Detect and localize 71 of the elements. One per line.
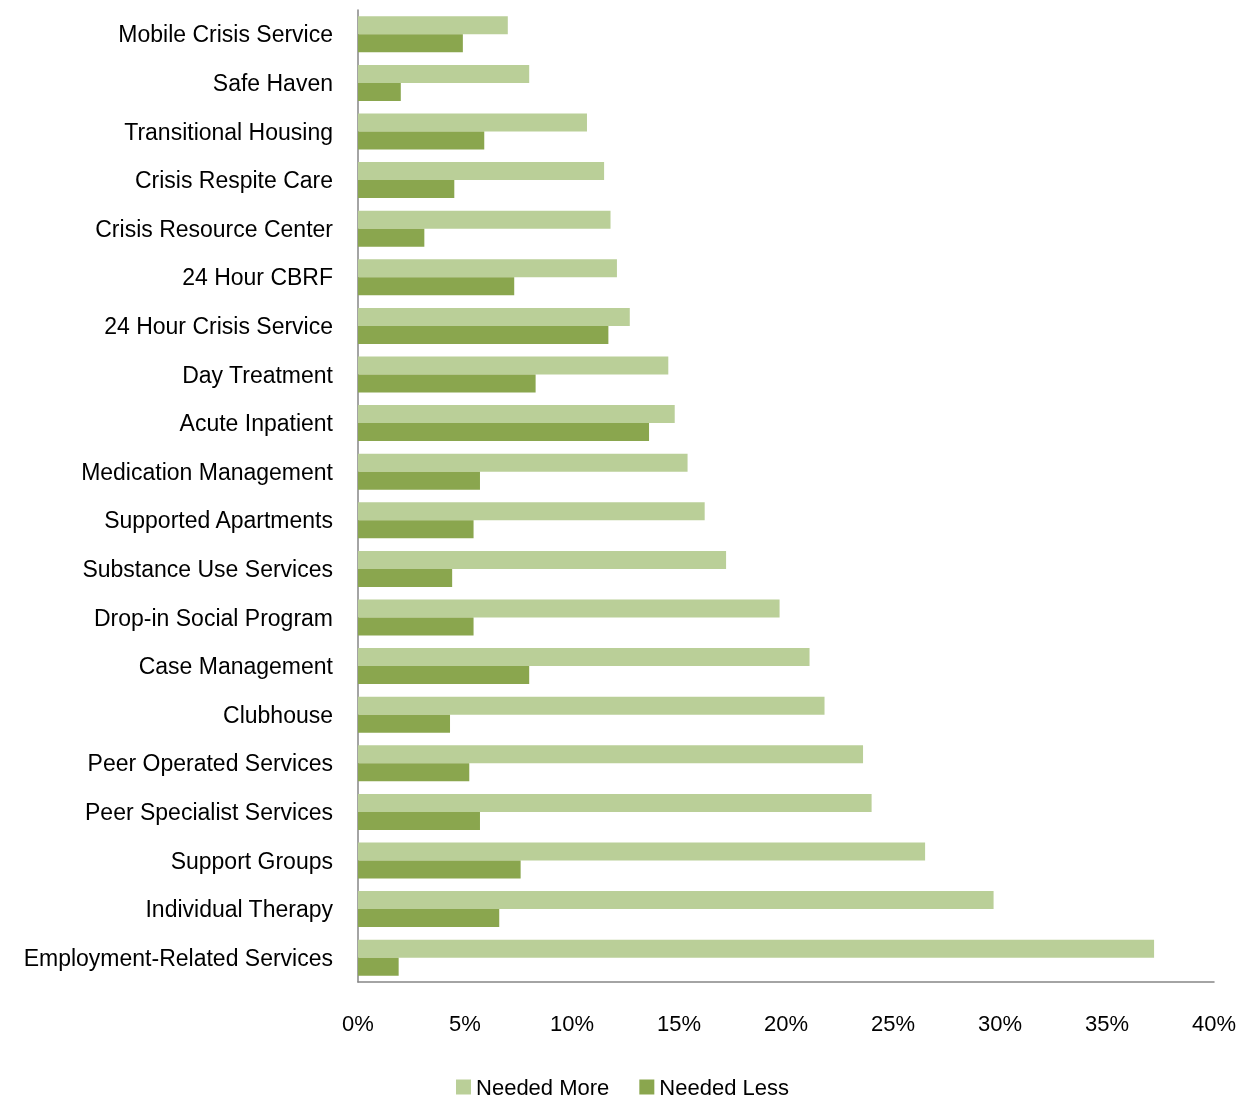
y-tick-label: Clubhouse [223,701,333,728]
bar [358,648,810,667]
bar [358,180,455,199]
y-tick-label: Safe Haven [212,69,333,96]
bar [358,325,609,344]
y-tick-label: Supported Apartments [104,507,333,534]
x-tick-label: 35% [1084,1010,1130,1036]
bar [358,210,611,229]
bar [358,599,780,618]
y-tick-label: Substance Use Services [82,555,333,582]
x-tick-label: 0% [342,1010,374,1036]
bar [358,666,530,685]
bar [358,550,727,569]
bar [358,64,530,83]
bar [358,471,480,490]
bar [358,520,474,539]
legend-label: Needed Less [659,1074,789,1100]
x-tick-label: 40% [1191,1010,1237,1036]
y-tick-label: Mobile Crisis Service [118,21,333,48]
y-tick-label: Crisis Resource Center [95,215,334,242]
bar [358,714,451,733]
bar [358,745,864,764]
y-tick-label: Support Groups [170,847,333,874]
y-tick-label: Drop-in Social Program [93,604,333,631]
bar [358,405,675,424]
bar [358,34,463,53]
bar [358,423,650,442]
bar [358,453,688,472]
bar [358,617,474,636]
bar [358,356,669,375]
y-tick-label: Crisis Respite Care [134,167,333,194]
bar [358,793,872,812]
bar [358,113,587,132]
bar [358,957,399,976]
y-tick-label: Case Management [138,653,334,680]
bar [358,939,1155,958]
y-tick-label: 24 Hour CBRF [182,264,333,291]
bar [358,82,401,101]
bar [358,277,515,296]
y-tick-label: Day Treatment [182,361,334,388]
bar [358,860,521,879]
bar [358,811,480,830]
y-tick-label: Transitional Housing [124,118,333,145]
y-tick-label: Medication Management [81,458,334,485]
x-tick-label: 5% [449,1010,481,1036]
bar [358,374,536,393]
y-tick-label: Acute Inpatient [179,410,334,437]
bar [358,909,500,928]
y-tick-label: 24 Hour Crisis Service [104,312,333,339]
legend-label: Needed More [476,1074,610,1100]
bar [358,763,470,782]
bar [358,502,705,521]
x-tick-label: 25% [870,1010,916,1036]
y-tick-label: Peer Operated Services [87,750,333,777]
x-tick-label: 15% [656,1010,702,1036]
bar [358,162,605,181]
bar [358,696,825,715]
bar [358,307,630,326]
x-tick-label: 30% [977,1010,1023,1036]
bar [358,842,926,861]
x-tick-label: 10% [549,1010,595,1036]
bar [358,228,425,247]
bar [358,891,994,910]
bar [358,131,485,150]
y-tick-label: Individual Therapy [145,896,334,923]
y-tick-label: Peer Specialist Services [85,798,333,825]
y-tick-label: Employment-Related Services [23,944,333,971]
bar [358,16,508,35]
bar [358,259,617,278]
x-tick-label: 20% [763,1010,809,1036]
bar [358,568,453,587]
